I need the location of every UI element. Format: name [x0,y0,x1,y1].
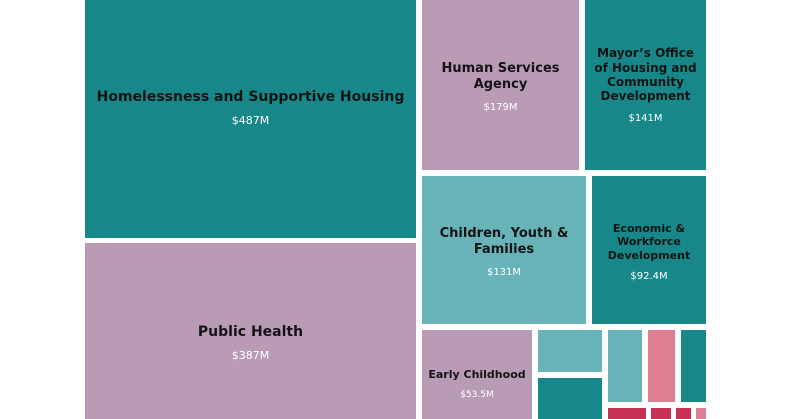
tile-small-6[interactable] [608,408,646,419]
tile-small-7[interactable] [651,408,671,419]
tile-early-childhood[interactable]: Early Childhood $53.5M [422,330,532,419]
tile-small-8[interactable] [676,408,691,419]
tile-label: Economic & Workforce Development [607,222,691,262]
tile-value: $487M [231,113,270,127]
tile-value: $387M [231,348,270,362]
tile-label: Early Childhood [428,368,526,382]
tile-public-health[interactable]: Public Health $387M [85,243,416,419]
tile-small-9[interactable] [696,408,706,419]
tile-label: Homelessness and Supportive Housing [96,89,405,106]
tile-homelessness[interactable]: Homelessness and Supportive Housing $487… [85,0,416,238]
tile-small-4[interactable] [648,330,675,402]
tile-economic-workforce[interactable]: Economic & Workforce Development $92.4M [592,176,706,324]
tile-label: Mayor’s Office of Housing and Community … [594,46,697,104]
tile-label: Human Services Agency [441,61,560,92]
tile-value: $53.5M [460,389,494,400]
tile-value: $179M [483,101,518,113]
tile-small-3[interactable] [608,330,642,402]
tile-mohcd[interactable]: Mayor’s Office of Housing and Community … [585,0,706,170]
tile-value: $131M [486,266,522,278]
tile-small-1[interactable] [538,330,602,372]
tile-small-5[interactable] [681,330,706,402]
tile-label: Public Health [197,324,304,341]
tile-human-services[interactable]: Human Services Agency $179M [422,0,579,170]
tile-children-youth-families[interactable]: Children, Youth & Families $131M [422,176,586,324]
tile-small-2[interactable] [538,378,602,419]
tile-label: Children, Youth & Families [439,226,569,257]
tile-value: $92.4M [630,270,668,282]
tile-value: $141M [628,112,663,124]
